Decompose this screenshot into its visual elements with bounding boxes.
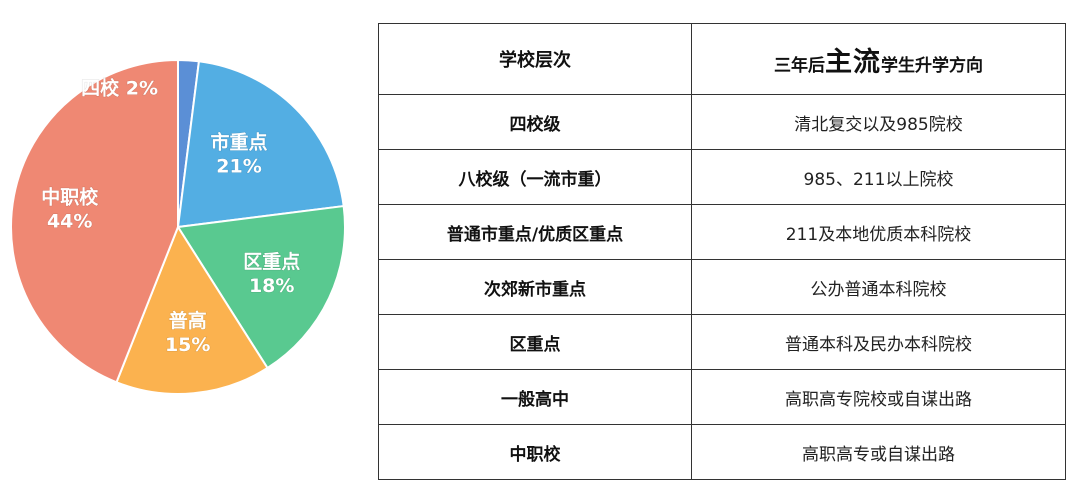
row-direction: 211及本地优质本科院校 (691, 204, 1066, 260)
pie-label-value: 15% (165, 334, 210, 356)
header-direction-emphasis: 主流 (825, 46, 881, 78)
header-direction: 三年后主流学生升学方向 (691, 23, 1066, 95)
pie-label-name: 市重点 (210, 131, 267, 154)
header-direction-prefix: 三年后 (774, 55, 825, 76)
table-header-row: 学校层次 三年后主流学生升学方向 (378, 23, 1066, 95)
table-row: 中职校 高职高专或自谋出路 (378, 424, 1066, 480)
pie-slice (10, 58, 179, 384)
header-direction-suffix: 学生升学方向 (881, 55, 983, 76)
header-school-level: 学校层次 (378, 23, 692, 95)
row-level: 中职校 (378, 424, 692, 480)
pie-label-name: 中职校 (41, 185, 99, 208)
row-level: 次郊新市重点 (378, 259, 692, 315)
table-row: 一般高中 高职高专院校或自谋出路 (378, 369, 1066, 425)
row-level: 普通市重点/优质区重点 (378, 204, 692, 260)
pie-label-value: 18% (249, 275, 294, 297)
row-level: 一般高中 (378, 369, 692, 425)
row-direction: 清北复交以及985院校 (691, 94, 1066, 150)
pie-label-value: 21% (216, 156, 261, 178)
table-row: 区重点 普通本科及民办本科院校 (378, 314, 1066, 370)
pie-slice (115, 224, 269, 395)
row-level: 区重点 (378, 314, 692, 370)
pie-label-name: 普高 (169, 309, 207, 332)
row-direction: 高职高专院校或自谋出路 (691, 369, 1066, 425)
table-row: 八校级（一流市重） 985、211以上院校 (378, 149, 1066, 205)
school-level-table: 学校层次 三年后主流学生升学方向 四校级 清北复交以及985院校 八校级（一流市… (378, 23, 1066, 480)
pie-label-name: 区重点 (243, 251, 300, 273)
row-direction: 985、211以上院校 (691, 149, 1066, 205)
row-direction: 高职高专或自谋出路 (691, 424, 1066, 480)
pie-slices (10, 58, 346, 395)
table-row: 次郊新市重点 公办普通本科院校 (378, 259, 1066, 315)
row-level: 四校级 (378, 94, 692, 150)
row-level: 八校级（一流市重） (378, 149, 692, 205)
pie-label: 四校 2% (81, 77, 158, 100)
row-direction: 普通本科及民办本科院校 (691, 314, 1066, 370)
table-row: 四校级 清北复交以及985院校 (378, 94, 1066, 150)
pie-label-value: 44% (47, 210, 92, 232)
row-direction: 公办普通本科院校 (691, 259, 1066, 315)
pie-slice (176, 60, 345, 229)
pie-slice (176, 204, 346, 370)
table-row: 普通市重点/优质区重点 211及本地优质本科院校 (378, 204, 1066, 260)
